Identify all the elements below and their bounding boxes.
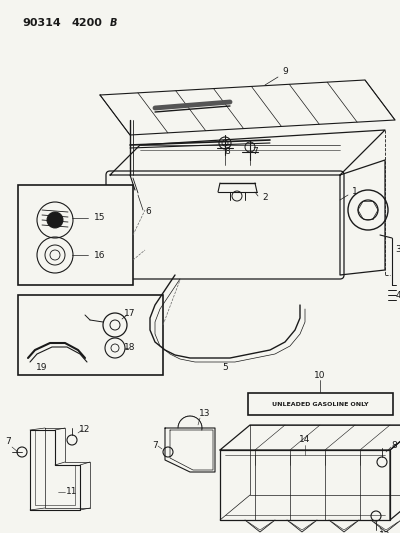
Text: 90314: 90314 <box>22 18 61 28</box>
Text: 2: 2 <box>262 193 268 203</box>
Text: 18: 18 <box>124 343 136 352</box>
Text: 4: 4 <box>395 290 400 300</box>
Text: 19: 19 <box>36 364 48 373</box>
Text: 7: 7 <box>5 438 11 447</box>
Text: 15: 15 <box>94 214 106 222</box>
Text: 11: 11 <box>66 488 78 497</box>
Text: 8: 8 <box>224 148 230 157</box>
Text: 16: 16 <box>94 251 106 260</box>
Bar <box>248 393 393 415</box>
Text: B: B <box>110 18 117 28</box>
Text: 7: 7 <box>152 440 158 449</box>
FancyBboxPatch shape <box>106 171 344 279</box>
Text: 12: 12 <box>379 530 391 533</box>
Text: 17: 17 <box>124 310 136 319</box>
Text: 1: 1 <box>352 188 358 197</box>
Text: 12: 12 <box>79 425 91 434</box>
Text: 10: 10 <box>314 370 326 379</box>
Text: 4200: 4200 <box>72 18 103 28</box>
Text: 8: 8 <box>391 440 397 449</box>
Text: 3: 3 <box>395 246 400 254</box>
Bar <box>18 185 133 285</box>
Text: 7: 7 <box>252 148 258 157</box>
Text: UNLEADED GASOLINE ONLY: UNLEADED GASOLINE ONLY <box>272 402 368 408</box>
Text: 6: 6 <box>145 207 151 216</box>
Text: 5: 5 <box>222 364 228 373</box>
Text: 14: 14 <box>299 435 311 445</box>
Text: 9: 9 <box>282 68 288 77</box>
Text: 13: 13 <box>199 408 211 417</box>
Bar <box>18 295 163 375</box>
Circle shape <box>47 212 63 228</box>
